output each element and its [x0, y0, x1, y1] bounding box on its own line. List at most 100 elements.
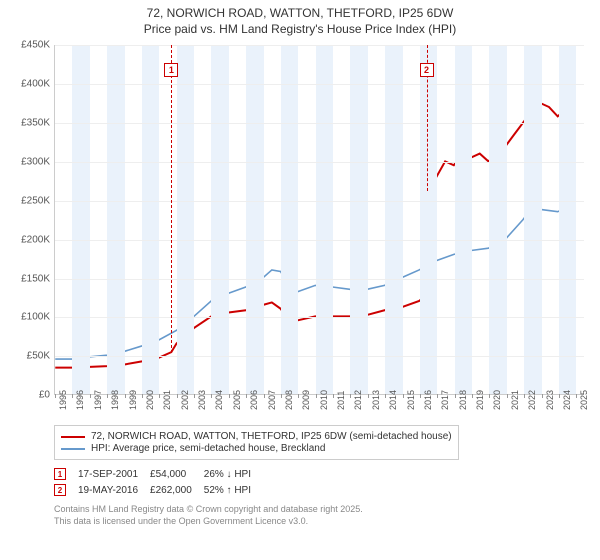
x-tick [55, 394, 56, 398]
x-axis-label: 2010 [319, 390, 329, 410]
y-axis-label: £300K [8, 156, 50, 167]
x-axis-label: 2022 [527, 390, 537, 410]
x-axis-label: 2013 [371, 390, 381, 410]
x-tick [316, 394, 317, 398]
y-axis-label: £150K [8, 273, 50, 284]
x-tick [507, 394, 508, 398]
marker-box: 2 [420, 63, 434, 77]
x-tick [455, 394, 456, 398]
x-axis-label: 2019 [475, 390, 485, 410]
grid-line [55, 356, 584, 357]
grid-line [55, 317, 584, 318]
title-line-2: Price paid vs. HM Land Registry's House … [8, 22, 592, 38]
x-tick [142, 394, 143, 398]
x-tick [437, 394, 438, 398]
y-axis-label: £450K [8, 40, 50, 51]
tx-price: £54,000 [150, 466, 204, 482]
x-tick [333, 394, 334, 398]
x-tick [385, 394, 386, 398]
x-tick [211, 394, 212, 398]
grid-line [55, 162, 584, 163]
x-tick [524, 394, 525, 398]
year-band [316, 45, 333, 394]
x-tick [159, 394, 160, 398]
tx-delta: 52% ↑ HPI [204, 482, 263, 498]
year-band [350, 45, 367, 394]
legend-swatch [61, 436, 85, 438]
x-axis-label: 2011 [336, 391, 346, 410]
legend: 72, NORWICH ROAD, WATTON, THETFORD, IP25… [54, 425, 459, 460]
legend-swatch [61, 448, 85, 450]
year-band [559, 45, 576, 394]
year-band [524, 45, 541, 394]
x-axis-label: 2024 [562, 390, 572, 410]
year-band [177, 45, 194, 394]
x-axis-label: 2009 [301, 390, 311, 410]
y-axis-label: £400K [8, 79, 50, 90]
title-line-1: 72, NORWICH ROAD, WATTON, THETFORD, IP25… [8, 6, 592, 22]
x-axis-label: 2012 [353, 390, 363, 410]
x-axis-label: 2001 [162, 390, 172, 410]
y-axis-label: £100K [8, 312, 50, 323]
x-tick [246, 394, 247, 398]
x-tick [420, 394, 421, 398]
legend-row: HPI: Average price, semi-detached house,… [61, 443, 452, 454]
x-tick [542, 394, 543, 398]
grid-line [55, 45, 584, 46]
x-axis-label: 2000 [145, 390, 155, 410]
grid-line [55, 240, 584, 241]
footer-line-1: Contains HM Land Registry data © Crown c… [54, 504, 592, 516]
table-row: 117-SEP-2001£54,00026% ↓ HPI [54, 466, 263, 482]
x-axis-label: 2014 [388, 390, 398, 410]
x-axis-label: 2023 [545, 390, 555, 410]
x-axis-label: 1996 [75, 390, 85, 410]
x-tick [472, 394, 473, 398]
tx-delta: 26% ↓ HPI [204, 466, 263, 482]
x-tick [194, 394, 195, 398]
grid-line [55, 201, 584, 202]
x-tick [229, 394, 230, 398]
marker-dashline [171, 45, 172, 353]
y-axis-label: £50K [8, 351, 50, 362]
tx-date: 19-MAY-2016 [78, 482, 150, 498]
y-axis-label: £0 [8, 390, 50, 401]
x-tick [368, 394, 369, 398]
x-axis-label: 2018 [458, 390, 468, 410]
x-tick [350, 394, 351, 398]
x-tick [125, 394, 126, 398]
x-axis-label: 1997 [93, 390, 103, 410]
x-tick [298, 394, 299, 398]
marker-box: 1 [164, 63, 178, 77]
grid-line [55, 123, 584, 124]
footer: Contains HM Land Registry data © Crown c… [54, 504, 592, 527]
x-tick [489, 394, 490, 398]
year-band [455, 45, 472, 394]
transaction-table: 117-SEP-2001£54,00026% ↓ HPI219-MAY-2016… [54, 466, 263, 498]
y-axis-label: £350K [8, 117, 50, 128]
x-axis-label: 2021 [510, 390, 520, 410]
table-row: 219-MAY-2016£262,00052% ↑ HPI [54, 482, 263, 498]
x-axis-label: 1995 [58, 390, 68, 410]
year-band [385, 45, 402, 394]
footer-line-2: This data is licensed under the Open Gov… [54, 516, 592, 528]
plot-area: 1995199619971998199920002001200220032004… [54, 45, 584, 395]
x-axis-label: 2025 [579, 390, 589, 410]
x-axis-label: 2017 [440, 390, 450, 410]
x-axis-label: 2002 [180, 390, 190, 410]
y-axis-label: £250K [8, 195, 50, 206]
x-axis-label: 2006 [249, 390, 259, 410]
x-tick [90, 394, 91, 398]
x-tick [281, 394, 282, 398]
grid-line [55, 84, 584, 85]
marker-icon: 1 [54, 468, 66, 480]
x-axis-label: 2015 [406, 390, 416, 410]
x-axis-label: 2020 [492, 390, 502, 410]
year-band [211, 45, 228, 394]
x-tick [107, 394, 108, 398]
year-band [142, 45, 159, 394]
x-tick [559, 394, 560, 398]
y-axis-label: £200K [8, 234, 50, 245]
x-axis-label: 2007 [267, 390, 277, 410]
tx-price: £262,000 [150, 482, 204, 498]
tx-id: 1 [54, 466, 78, 482]
